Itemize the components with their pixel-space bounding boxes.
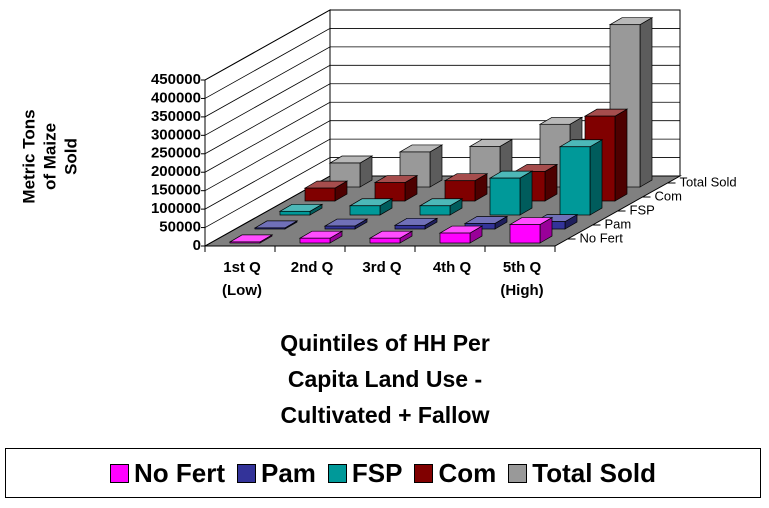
bar-front (229, 241, 261, 244)
bar-front (419, 205, 451, 216)
x-tick-label: 4th Q (432, 259, 472, 276)
depth-label: Pam (605, 216, 632, 231)
bar-side (639, 17, 653, 188)
y-tick-label: 450000 (151, 71, 201, 88)
grid-line (204, 28, 680, 99)
y-tick-label: 300000 (151, 126, 201, 143)
bar-side (519, 170, 533, 216)
bar (298, 230, 344, 244)
x-tick-label: 1st Q (Low) (222, 259, 262, 299)
bar-front (324, 225, 356, 230)
depth-label: No Fert (580, 230, 624, 245)
y-tick-label: 250000 (151, 145, 201, 162)
bar-front (279, 210, 311, 216)
grid-line (204, 83, 680, 155)
legend-item: Pam (236, 457, 316, 489)
legend-label: Pam (260, 457, 316, 488)
bar-front (254, 227, 286, 230)
x-tick-label: 5th Q (High) (500, 259, 544, 299)
bar (393, 217, 439, 230)
bar-front (349, 205, 381, 216)
bar-front (489, 177, 521, 216)
depth-label: Total Sold (680, 174, 737, 189)
y-tick-label: 50000 (159, 219, 201, 236)
y-tick-label: 400000 (151, 89, 201, 106)
legend-item: Com (414, 458, 496, 489)
bar (368, 230, 414, 244)
legend-swatch (414, 463, 434, 483)
bar (303, 180, 349, 202)
y-tick-label: 0 (193, 237, 201, 254)
legend-swatch (236, 463, 256, 483)
legend-swatch (109, 463, 129, 483)
bar (253, 220, 299, 230)
bar-front (394, 224, 426, 230)
legend-label: FSP (351, 457, 403, 488)
legend-label: No Fert (133, 457, 225, 488)
bar (328, 155, 374, 188)
legend-item: No Fert (109, 457, 225, 489)
bar (443, 173, 489, 202)
bar-side (589, 139, 603, 216)
y-tick-label: 150000 (151, 182, 201, 199)
bar-front (304, 187, 336, 202)
legend-swatch (327, 463, 347, 483)
depth-label: Com (655, 188, 682, 203)
bar (508, 216, 554, 244)
bar-front (374, 182, 406, 202)
legend: No Fert Pam FSP Com Total Sold (5, 448, 761, 498)
x-tick-label: 2nd Q (290, 259, 334, 276)
depth-label: FSP (630, 202, 655, 217)
y-tick-label: 200000 (151, 163, 201, 180)
grid-line (204, 64, 680, 136)
bar-front (299, 237, 331, 244)
bar-front (439, 232, 471, 244)
legend-label: Total Sold (532, 457, 656, 488)
bar (348, 198, 394, 216)
bar (558, 139, 604, 216)
bar-front (444, 180, 476, 202)
grid-line (204, 46, 680, 118)
bar (373, 174, 419, 202)
bar (278, 203, 324, 216)
bar (418, 198, 464, 216)
y-axis-title: Metric Tons of Maize Sold (19, 109, 81, 204)
bar (228, 234, 274, 244)
legend-label: Com (438, 457, 497, 488)
y-tick-label: 100000 (151, 200, 201, 217)
bar-front (369, 237, 401, 244)
x-tick-label: 3rd Q (362, 259, 402, 276)
bar-side (614, 108, 628, 202)
y-tick-label: 350000 (151, 108, 201, 125)
bar (323, 218, 369, 230)
bar (438, 225, 484, 244)
bar-front (509, 224, 541, 244)
grid-line (204, 101, 680, 173)
x-axis-title: Quintiles of HH Per Capita Land Use - Cu… (280, 330, 490, 428)
bar-front (559, 146, 591, 216)
grid-line (204, 9, 680, 81)
bar (398, 144, 444, 188)
bar (488, 170, 534, 216)
legend-item: FSP (327, 457, 403, 489)
legend-item: Total Sold (508, 458, 656, 489)
legend-swatch (508, 463, 528, 483)
